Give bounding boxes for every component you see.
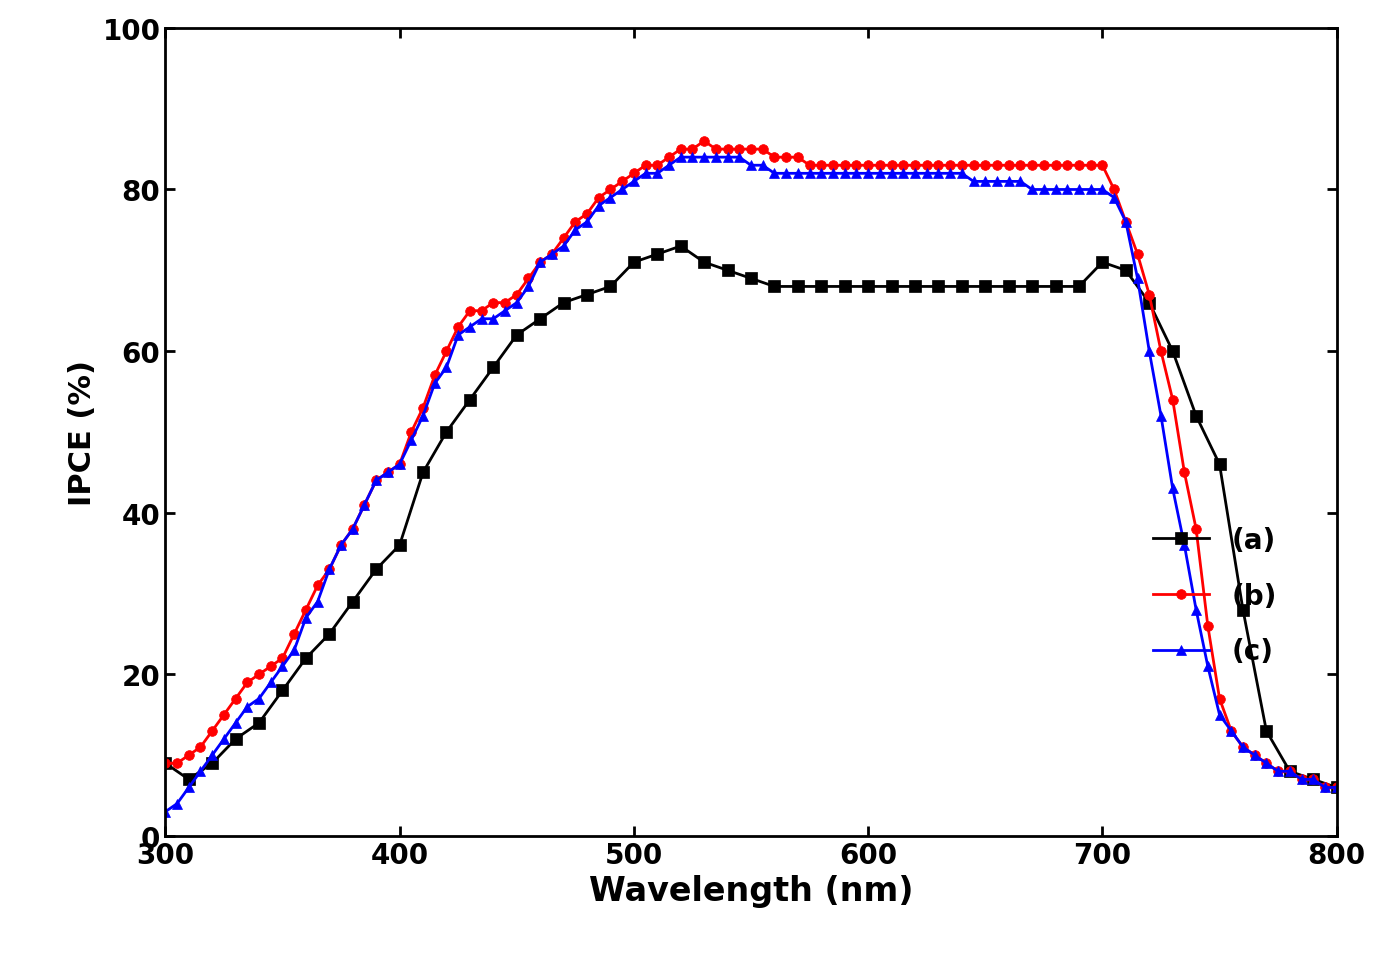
(a): [508, 330, 525, 341]
(b): [989, 160, 1006, 172]
(a): [157, 757, 174, 769]
(b): [696, 136, 712, 148]
(a): [1305, 774, 1322, 785]
(b): [1317, 782, 1334, 794]
Y-axis label: IPCE (%): IPCE (%): [68, 359, 96, 505]
(a): [1328, 782, 1345, 794]
(c): [871, 168, 887, 180]
(a): [672, 241, 689, 253]
(c): [1328, 782, 1345, 794]
(c): [240, 702, 256, 713]
(a): [954, 282, 970, 293]
(a): [1024, 282, 1040, 293]
(c): [157, 806, 174, 818]
Legend: (a), (b), (c): (a), (b), (c): [1142, 515, 1287, 677]
(a): [532, 313, 548, 325]
(b): [1328, 782, 1345, 794]
(b): [708, 144, 725, 156]
(b): [871, 160, 887, 172]
Line: (a): (a): [160, 241, 1342, 793]
(a): [415, 467, 431, 479]
(b): [240, 677, 256, 688]
Line: (b): (b): [160, 137, 1342, 793]
(b): [157, 757, 174, 769]
(c): [1047, 185, 1064, 196]
(c): [449, 330, 466, 341]
(c): [672, 152, 689, 163]
Line: (c): (c): [160, 153, 1342, 817]
(c): [708, 152, 725, 163]
(b): [1047, 160, 1064, 172]
X-axis label: Wavelength (nm): Wavelength (nm): [588, 875, 914, 907]
(c): [989, 177, 1006, 188]
(b): [449, 322, 466, 333]
